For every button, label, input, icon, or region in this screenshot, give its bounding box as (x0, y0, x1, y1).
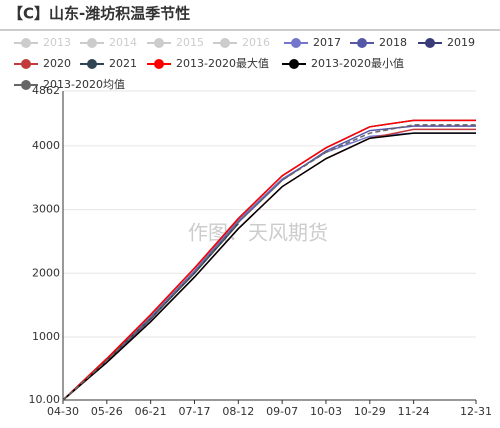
series-line (62, 132, 476, 401)
chart-title: 【C】山东-潍坊积温季节性 (8, 5, 190, 23)
y-tick-label: 10.00 (29, 393, 61, 406)
y-tick-label: 2000 (32, 266, 60, 279)
x-tick-label: 06-21 (135, 405, 167, 418)
x-tick-label: 08-12 (222, 405, 254, 418)
legend-label[interactable]: 2015 (176, 36, 204, 49)
legend-icon[interactable] (425, 38, 435, 48)
x-tick-label: 10-29 (354, 405, 386, 418)
series-line (62, 124, 476, 401)
legend-label[interactable]: 2013-2020最大值 (176, 56, 269, 70)
legend-label[interactable]: 2013 (43, 36, 71, 49)
series-line (62, 132, 476, 401)
legend-icon[interactable] (289, 59, 299, 69)
y-tick-label: 4000 (32, 139, 60, 152)
legend-icon[interactable] (87, 59, 97, 69)
series-line (62, 125, 476, 401)
legend-icon[interactable] (154, 59, 164, 69)
x-tick-label: 05-26 (91, 405, 123, 418)
legend-label[interactable]: 2019 (447, 36, 475, 49)
x-tick-label: 04-30 (47, 405, 79, 418)
legend-icon[interactable] (154, 38, 164, 48)
x-tick-label: 12-31 (460, 405, 492, 418)
legend-icon[interactable] (21, 38, 31, 48)
legend-label[interactable]: 2017 (313, 36, 341, 49)
legend-label[interactable]: 2013-2020均值 (43, 78, 125, 91)
series-line (62, 128, 476, 401)
legend-label[interactable]: 2020 (43, 57, 71, 70)
legend-icon[interactable] (291, 38, 301, 48)
legend-label[interactable]: 2021 (109, 57, 137, 70)
series-line (62, 119, 476, 401)
legend-icon[interactable] (21, 80, 31, 90)
x-tick-label: 09-07 (266, 405, 298, 418)
legend-label[interactable]: 2018 (379, 36, 407, 49)
legend-icon[interactable] (87, 38, 97, 48)
series-line (62, 119, 476, 401)
y-tick-label: 4862 (32, 84, 60, 97)
y-tick-label: 1000 (32, 330, 60, 343)
x-tick-label: 11-24 (398, 405, 430, 418)
legend-icon[interactable] (220, 38, 230, 48)
legend-icon[interactable] (357, 38, 367, 48)
legend-label[interactable]: 2013-2020最小值 (311, 57, 404, 70)
y-tick-label: 3000 (32, 203, 60, 216)
legend-label[interactable]: 2016 (242, 36, 270, 49)
watermark: 作图：天风期货 (188, 221, 328, 245)
legend-icon[interactable] (21, 59, 31, 69)
legend-label[interactable]: 2014 (109, 36, 137, 49)
x-tick-label: 07-17 (179, 405, 211, 418)
x-tick-label: 10-03 (310, 405, 342, 418)
